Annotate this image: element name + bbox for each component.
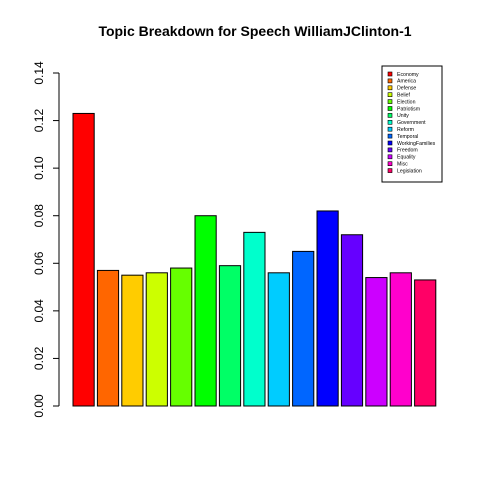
legend-swatch [387, 168, 393, 173]
legend-swatch [387, 161, 393, 166]
legend-label: Defense [397, 86, 416, 92]
legend-label: Legislation [397, 168, 422, 174]
bar-temporal [292, 250, 315, 407]
legend-swatch [387, 147, 393, 153]
bar-freedom [340, 234, 364, 407]
legend: EconomyAmericaDefenseBeliefElectionPatri… [381, 65, 443, 183]
y-tick-label: 0.06 [32, 251, 46, 275]
legend-label: Government [397, 120, 426, 126]
legend-swatch [387, 126, 393, 132]
legend-swatch [387, 113, 393, 118]
legend-label: Freedom [397, 148, 418, 154]
legend-label: Patriotism [397, 106, 420, 112]
bar-patriotism [194, 215, 217, 407]
chart-title: Topic Breakdown for Speech WilliamJClint… [98, 23, 411, 39]
y-tick-label: 0.12 [32, 109, 46, 133]
legend-label: America [397, 79, 416, 85]
legend-swatch [387, 78, 393, 84]
legend-swatch [387, 99, 393, 104]
legend-swatch [387, 140, 393, 146]
y-tick-label: 0.02 [32, 346, 46, 370]
legend-label: Economy [397, 72, 419, 78]
y-tick-label: 0.04 [32, 299, 46, 323]
y-axis: 0.00 0.02 0.04 0.06 0.08 0.10 0.12 0.14 [32, 61, 60, 418]
bar-belief [145, 272, 168, 407]
bars-group [72, 112, 437, 407]
legend-label: Reform [397, 127, 414, 133]
legend-swatch [387, 120, 393, 125]
bar-economy [72, 112, 95, 407]
legend-label: WorkingFamilies [397, 141, 436, 147]
legend-swatch [387, 106, 393, 111]
bar-government [243, 231, 266, 407]
bar-election [170, 267, 193, 407]
legend-label: Misc [397, 162, 408, 168]
bar-america [96, 269, 120, 407]
y-tick-label: 0.14 [32, 61, 46, 85]
y-tick-label: 0.00 [32, 394, 46, 418]
legend-swatch [387, 71, 393, 77]
legend-swatch [387, 85, 393, 91]
legend-label: Election [397, 99, 416, 105]
bar-equality [365, 277, 388, 407]
legend-label: Equality [397, 155, 416, 161]
bar-unity [218, 265, 242, 407]
y-tick-label: 0.10 [32, 156, 46, 180]
legend-swatch [387, 154, 393, 160]
bar-defense [121, 274, 144, 407]
bar-misc [389, 272, 412, 407]
y-tick-label: 0.08 [32, 204, 46, 228]
legend-label: Temporal [397, 134, 418, 140]
bar-reform [267, 272, 290, 407]
bar-legislation [414, 279, 437, 407]
legend-swatch [387, 92, 393, 97]
legend-label: Unity [397, 113, 409, 119]
legend-label: Belief [397, 93, 411, 99]
bar-workingfamilies [316, 210, 339, 407]
legend-swatch [387, 133, 393, 139]
